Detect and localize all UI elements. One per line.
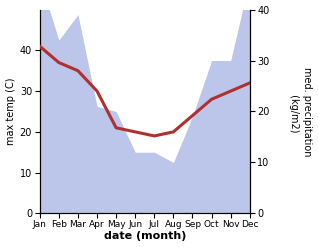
- Y-axis label: max temp (C): max temp (C): [5, 78, 16, 145]
- Y-axis label: med. precipitation
 (kg/m2): med. precipitation (kg/m2): [289, 67, 313, 156]
- X-axis label: date (month): date (month): [104, 231, 186, 242]
